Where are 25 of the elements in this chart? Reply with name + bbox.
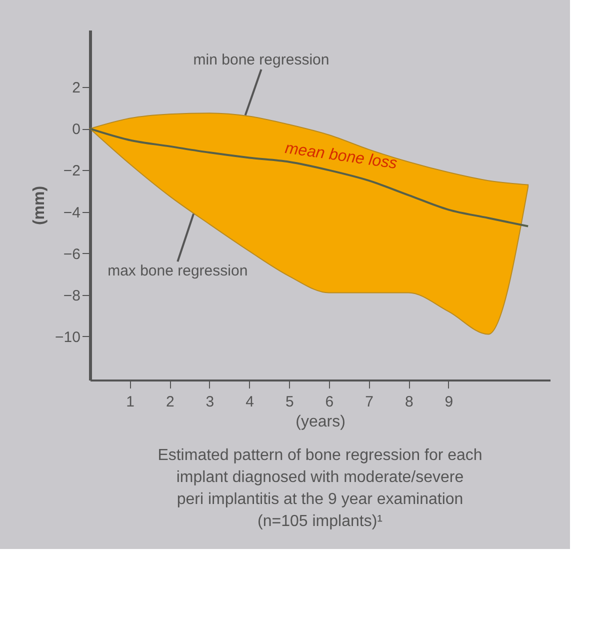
x-tick-label: 7 (365, 394, 374, 410)
x-tick-label: 3 (206, 394, 214, 410)
text: implant diagnosed with moderate/severe (176, 469, 464, 486)
x-tick-label: 6 (325, 394, 334, 410)
annotation: max bone regression (108, 262, 248, 280)
x-tick-label: 5 (285, 394, 294, 410)
y-axis-title: (mm) (31, 186, 48, 226)
x-tick-label: 1 (126, 394, 134, 410)
x-tick-label: 2 (166, 394, 174, 410)
text: Estimated pattern of bone regression for each (158, 447, 482, 464)
text: mean bone loss (284, 140, 398, 173)
y-tick-label: −4 (63, 204, 80, 222)
x-tick-label: 9 (444, 394, 454, 410)
y-tick-label: −6 (63, 246, 80, 263)
y-tick-label: −8 (63, 287, 80, 304)
text: peri implantitis at the 9 year examination (176, 491, 464, 508)
text: (n=105 implants)¹ (258, 513, 382, 530)
x-tick-label: 4 (246, 394, 254, 410)
x-tick-label: 8 (404, 394, 414, 410)
y-tick-label: 2 (72, 80, 80, 97)
y-tick-label: 0 (72, 121, 80, 138)
annotation: min bone regression (193, 51, 330, 68)
y-tick-label: −2 (63, 162, 80, 180)
y-tick-label: −10 (55, 328, 80, 346)
x-axis-title: (years) (296, 414, 346, 430)
